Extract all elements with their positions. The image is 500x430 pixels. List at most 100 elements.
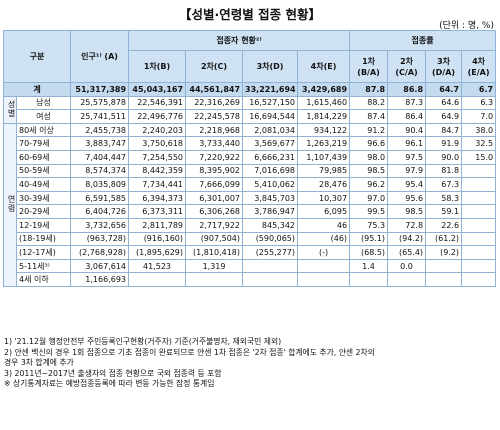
row-label: 12-19세 xyxy=(15,217,72,233)
row-label: 30-39세 xyxy=(15,190,72,206)
vaccination-status-table: 구분 인구¹⁾ (A) 접종자 현황²⁾ 접종률 1차(B) 2차(C) 3차(… xyxy=(2,30,497,287)
cell: 7,666,099 xyxy=(185,177,244,192)
row-label: 20-29세 xyxy=(15,204,72,219)
cell: 5,410,062 xyxy=(242,177,299,192)
cell xyxy=(387,272,427,287)
cell: (94.2) xyxy=(387,231,427,247)
footnote: 3) 2011년~2017년 출생자의 접종 현황으로 국외 접종력 등 포함 xyxy=(4,368,222,378)
cell: 6,373,311 xyxy=(128,204,187,219)
cell: 44,561,847 xyxy=(185,82,244,97)
cell xyxy=(461,204,497,219)
cell: 51,317,389 xyxy=(70,82,130,97)
cell: 6,095 xyxy=(297,204,351,219)
table-row: 20-29세 6,404,726 6,373,311 6,306,268 3,7… xyxy=(4,204,497,219)
row-label: 40-49세 xyxy=(15,177,72,192)
cell: 87.4 xyxy=(349,109,389,124)
cell: 72.8 xyxy=(387,217,427,233)
cell: 2,218,968 xyxy=(185,122,244,138)
table-row: 40-49세 8,035,809 7,734,441 7,666,099 5,4… xyxy=(4,177,497,192)
cell: 6,591,585 xyxy=(70,190,130,206)
cell xyxy=(425,258,463,274)
cell: 845,342 xyxy=(242,217,299,233)
cell: 7,016,698 xyxy=(242,163,299,179)
cell: 1,319 xyxy=(185,258,244,274)
footnote: 경우 3차 합계에 추가 xyxy=(4,358,74,368)
row-label: 5-11세³⁾ xyxy=(15,258,72,274)
table-row: 성별 남성 25,575,878 22,546,391 22,316,269 1… xyxy=(3,95,497,124)
cell: (46) xyxy=(297,231,351,247)
header-dose2: 2차(C) xyxy=(185,50,244,83)
footnote: ※ 상기통계자료는 예방접종등록에 따라 변동 가능한 잠정 통계임 xyxy=(4,379,215,389)
cell xyxy=(185,272,244,287)
cell: 88.2 xyxy=(349,95,389,111)
cell: 25,741,511 xyxy=(70,109,130,124)
cell: 67.3 xyxy=(425,177,463,192)
group-label-age: 연령 xyxy=(3,122,17,287)
cell: 22,245,578 xyxy=(185,109,244,124)
cell: 1,166,693 xyxy=(70,272,130,287)
cell: 86.8 xyxy=(387,82,427,97)
cell: 2,081,034 xyxy=(242,122,299,138)
cell xyxy=(128,272,187,287)
cell xyxy=(425,272,463,287)
cell: 3,845,703 xyxy=(242,190,299,206)
cell: 2,717,922 xyxy=(185,217,244,233)
cell: (-) xyxy=(297,245,351,260)
cell: 86.4 xyxy=(387,109,427,124)
cell: 16,694,544 xyxy=(242,109,299,124)
cell: 6,404,726 xyxy=(70,204,130,219)
row-label: 70-79세 xyxy=(15,136,72,151)
cell: 96.2 xyxy=(349,177,389,192)
table-row: 연령 80세 이상 2,455,738 2,240,203 2,218,968 … xyxy=(3,122,497,287)
cell xyxy=(349,272,389,287)
cell: 934,122 xyxy=(297,122,351,138)
row-label: 여성 xyxy=(15,109,72,124)
cell: 95.4 xyxy=(387,177,427,192)
cell xyxy=(242,272,299,287)
cell: (65.4) xyxy=(387,245,427,260)
cell: 7,254,550 xyxy=(128,149,187,165)
cell: 22,316,269 xyxy=(185,95,244,111)
cell: 91.2 xyxy=(349,122,389,138)
cell: 10,307 xyxy=(297,190,351,206)
cell: 97.9 xyxy=(387,163,427,179)
table-row: 5-11세³⁾ 3,067,614 41,523 1,319 1.4 0.0 xyxy=(4,258,497,274)
cell: 0.0 xyxy=(387,258,427,274)
header-rate1: 1차 (B/A) xyxy=(349,50,389,83)
cell: (907,504) xyxy=(185,231,244,247)
cell: 28,476 xyxy=(297,177,351,192)
row-label: 남성 xyxy=(15,95,72,111)
cell: 64.9 xyxy=(425,109,463,124)
cell xyxy=(461,245,497,260)
cell: 90.0 xyxy=(425,149,463,165)
cell: 15.0 xyxy=(461,149,497,165)
cell: (590,065) xyxy=(242,231,299,247)
cell: 97.0 xyxy=(349,190,389,206)
cell xyxy=(242,258,299,274)
cell: 8,395,902 xyxy=(185,163,244,179)
cell: 41,523 xyxy=(128,258,187,274)
cell: 6,394,373 xyxy=(128,190,187,206)
table-row: 50-59세 8,574,374 8,442,359 8,395,902 7,0… xyxy=(4,163,497,179)
cell: 58.3 xyxy=(425,190,463,206)
cell: 98.5 xyxy=(387,204,427,219)
header-dose1: 1차(B) xyxy=(128,50,187,83)
cell: 1,814,229 xyxy=(297,109,351,124)
cell: 16,527,150 xyxy=(242,95,299,111)
cell: 59.1 xyxy=(425,204,463,219)
cell xyxy=(297,258,351,274)
cell: 1,615,460 xyxy=(297,95,351,111)
cell: (1,895,629) xyxy=(128,245,187,260)
cell: 38.0 xyxy=(461,122,497,138)
cell: 7,404,447 xyxy=(70,149,130,165)
header-dose4: 4차(E) xyxy=(297,50,351,83)
cell xyxy=(461,231,497,247)
cell: (95.1) xyxy=(349,231,389,247)
cell: 96.6 xyxy=(349,136,389,151)
cell: 3,750,618 xyxy=(128,136,187,151)
cell: 46 xyxy=(297,217,351,233)
cell: 3,786,947 xyxy=(242,204,299,219)
cell: 91.9 xyxy=(425,136,463,151)
footnote: 2) 얀센 백신의 경우 1회 접종으로 기초 접종이 완료되므로 얀센 1차 … xyxy=(4,347,375,357)
header-category: 구분 xyxy=(2,30,72,83)
